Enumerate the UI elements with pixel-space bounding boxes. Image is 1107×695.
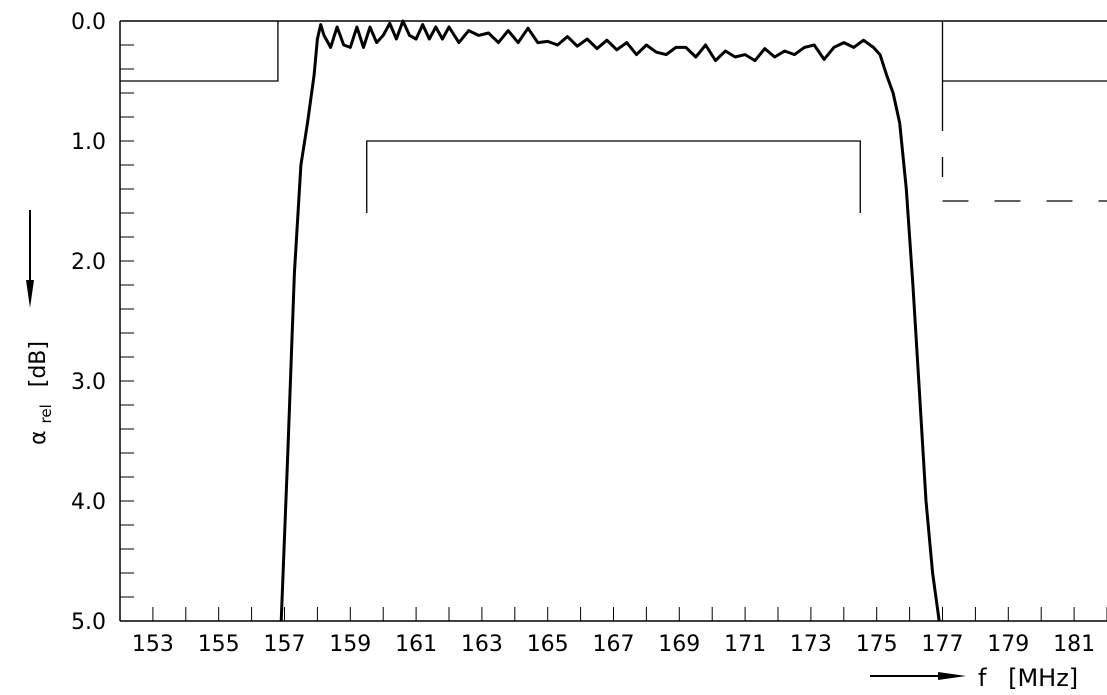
- y-tick-label: 2.0: [71, 250, 106, 275]
- x-tick-label: 161: [395, 632, 437, 657]
- limit-line-2: [366, 140, 861, 213]
- x-tick-label: 167: [593, 632, 635, 657]
- x-tick-label: 171: [724, 632, 766, 657]
- x-tick-label: 163: [461, 632, 503, 657]
- y-axis-arrow-head: [26, 280, 34, 308]
- limit-lines: [120, 21, 1107, 213]
- x-tick-label: 153: [132, 632, 174, 657]
- y-tick-label: 5.0: [71, 610, 106, 635]
- x-tick-label: 157: [264, 632, 306, 657]
- series-group: [279, 19, 941, 622]
- x-tick-label: 181: [1053, 632, 1095, 657]
- x-tick-label: 159: [329, 632, 371, 657]
- limit-line-1: [120, 21, 279, 82]
- y-axis-label: α rel [dB]: [26, 341, 57, 445]
- y-tick-label: 3.0: [71, 370, 106, 395]
- x-tick-label: 155: [198, 632, 240, 657]
- series-line-1: [279, 19, 941, 622]
- x-axis-label-symbol: f: [978, 664, 987, 692]
- x-tick-label: 169: [658, 632, 700, 657]
- x-axis-label-unit: [MHz]: [1008, 664, 1078, 692]
- x-tick-label: 177: [922, 632, 964, 657]
- y-axis-label-unit: [dB]: [26, 341, 51, 387]
- x-tick-label: 173: [790, 632, 832, 657]
- x-tick-label: 179: [987, 632, 1029, 657]
- x-tick-label: 165: [527, 632, 569, 657]
- x-axis-arrow-head: [938, 672, 966, 680]
- axis-labels: α rel [dB] f [MHz]: [26, 210, 1078, 692]
- y-tick-label: 1.0: [71, 130, 106, 155]
- y-tick-label: 0.0: [71, 10, 106, 35]
- x-axis-label: f [MHz]: [978, 664, 1078, 692]
- x-tick-label: 175: [856, 632, 898, 657]
- y-axis-label-subscript: rel: [37, 404, 55, 423]
- y-tick-label: 4.0: [71, 490, 106, 515]
- axes: 0.0 1.0 2.0 3.0 4.0 5.0 153 155 157 159 161 163 165 1…: [71, 10, 1107, 657]
- y-axis-label-symbol: α: [26, 430, 51, 445]
